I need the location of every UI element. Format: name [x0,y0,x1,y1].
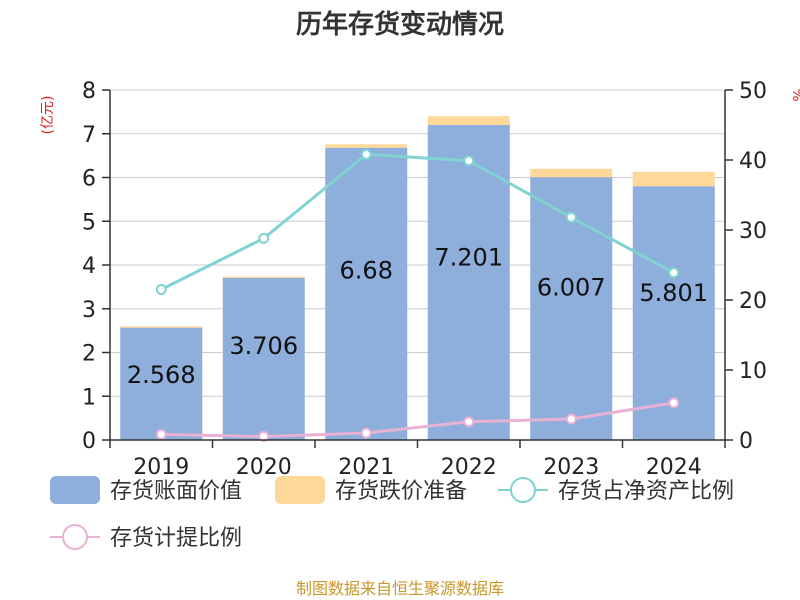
axes: 0 1 2 3 4 5 6 7 8 0 10 20 30 40 50 2019 2020 2021 2022 2023… [82,79,767,480]
left-tick-label: 3 [82,298,96,323]
bar-book-value [222,277,305,440]
line-point [155,284,167,295]
line-point [463,416,475,428]
legend-label: 存货占净资产比例 [558,479,734,504]
bar-impairment [530,168,613,178]
legend-marker [62,524,88,550]
left-tick-label: 6 [82,167,96,192]
lines [155,148,680,442]
left-tick-label: 1 [82,385,96,410]
bar-impairment [427,116,510,125]
source-note: 制图数据来自恒生聚源数据库 [296,579,504,598]
line-point [258,232,270,244]
legend-swatch [50,476,100,504]
x-tick-label: 2020 [236,455,292,480]
left-tick-label: 7 [82,123,96,148]
bar-book-value [325,147,408,440]
x-tick-label: 2024 [646,455,702,480]
data-labels: 2.568 3.706 6.68 7.201 6.007 5.801 [127,243,708,389]
right-tick-label: 20 [739,289,767,314]
series-line [161,401,674,439]
line-point [668,267,680,279]
data-label: 6.68 [340,256,393,284]
data-label: 6.007 [537,274,606,302]
data-label: 5.801 [639,279,708,307]
line-point [155,428,167,440]
legend-label: 存货账面价值 [110,479,242,504]
bar-impairment [325,144,408,148]
line-point [463,155,475,167]
x-tick-label: 2019 [133,455,189,480]
x-tick-label: 2021 [338,455,394,480]
legend-marker [510,477,536,503]
line-point [360,148,372,160]
data-label: 3.706 [229,332,298,360]
bar-impairment [222,276,305,278]
right-tick-label: 0 [739,429,753,454]
right-tick-label: 50 [739,79,767,104]
bar-book-value [427,124,510,441]
left-tick-label: 2 [82,342,96,367]
legend-swatch [275,476,325,504]
x-tick-label: 2023 [543,455,599,480]
bars [120,116,715,441]
right-axis-label: % [789,88,800,101]
data-label: 7.201 [434,243,503,271]
legend-label: 存货跌价准备 [335,479,467,504]
left-tick-label: 4 [82,254,96,279]
line-point [258,431,270,442]
left-tick-label: 0 [82,429,96,454]
data-label: 2.568 [127,361,196,389]
line-point [565,413,577,425]
x-tick-label: 2022 [441,455,497,480]
left-axis-label: (亿元) [40,96,56,135]
chart-title: 历年存货变动情况 [296,9,504,40]
line-point [565,211,577,223]
line-point [668,397,680,409]
right-tick-label: 40 [739,149,767,174]
left-tick-label: 8 [82,79,96,104]
line-point [360,427,372,439]
legend-label: 存货计提比例 [110,526,242,551]
series-line [160,152,675,291]
left-tick-label: 5 [82,210,96,235]
bar-impairment [632,171,715,187]
right-tick-label: 30 [739,219,767,244]
right-tick-label: 10 [739,359,767,384]
bar-impairment [120,326,203,328]
bar-book-value [120,327,203,440]
